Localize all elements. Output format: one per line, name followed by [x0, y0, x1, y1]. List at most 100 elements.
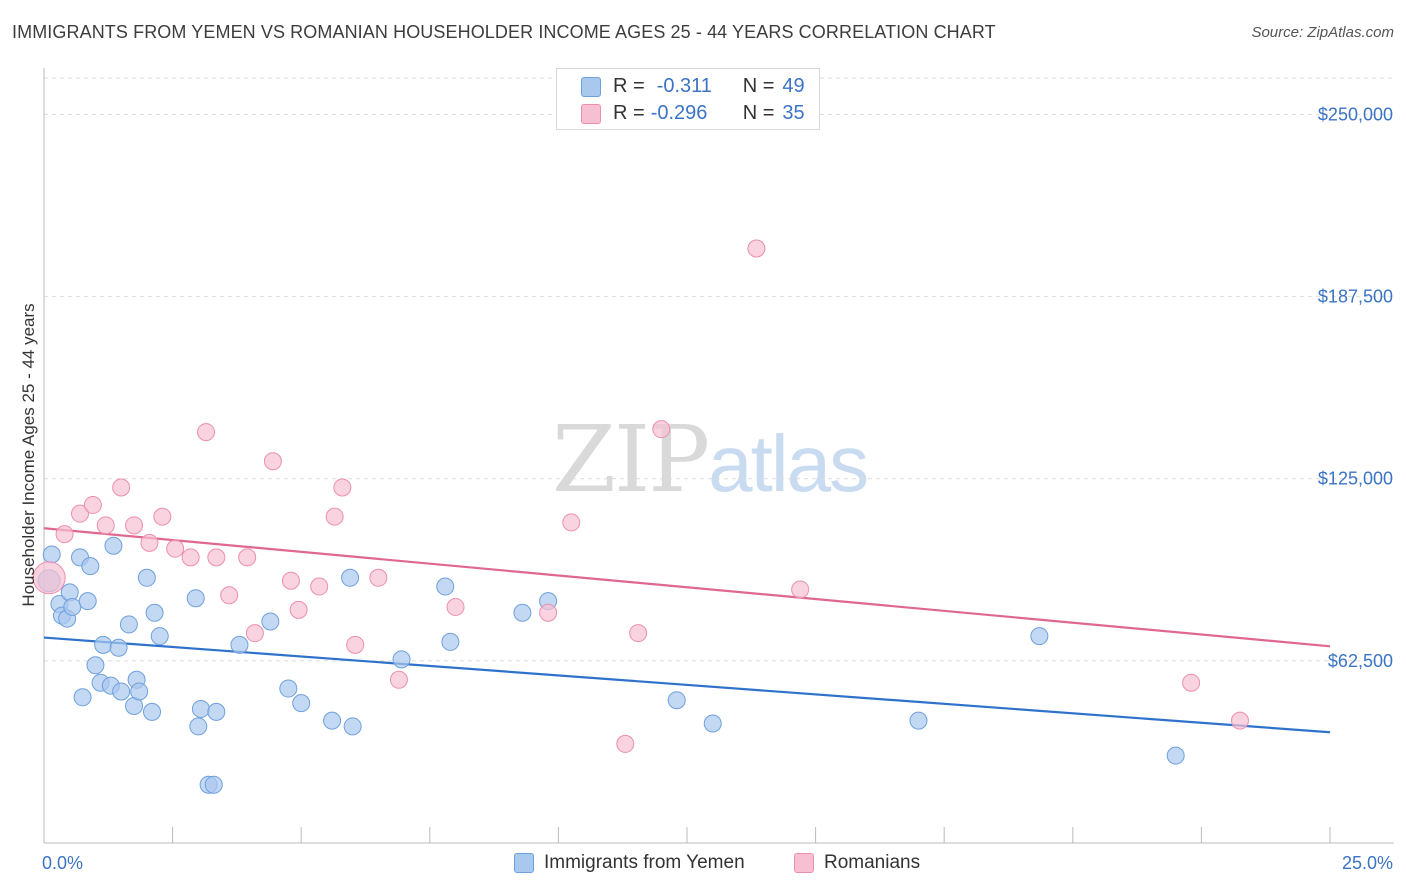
data-point-yemen [341, 568, 360, 587]
y-tick-labels: $62,500 $125,000 $187,500 $250,000 [1318, 104, 1393, 670]
data-point-romanians [310, 577, 329, 596]
data-point-romanians [281, 571, 300, 590]
stats-r-value: -0.311 [656, 75, 712, 97]
data-point-yemen [292, 694, 311, 713]
legend-label-yemen: Immigrants from Yemen [544, 852, 745, 873]
legend-item-romanians[interactable]: Romanians [794, 852, 920, 874]
data-point-yemen [130, 682, 149, 701]
data-point-yemen [392, 650, 411, 669]
data-point-romanians [166, 539, 185, 558]
data-point-romanians [389, 670, 408, 689]
data-point-yemen [204, 775, 223, 794]
stats-row-yemen: R = -0.311 N = 49 [581, 75, 805, 98]
data-point-yemen [441, 632, 460, 651]
legend-swatch-romanians [794, 853, 814, 873]
data-point-yemen [436, 577, 455, 596]
data-point-romanians [32, 561, 66, 595]
y-tick-label: $62,500 [1328, 651, 1393, 671]
data-point-romanians [562, 513, 581, 532]
data-point-yemen [104, 536, 123, 555]
watermark-atlas: atlas [708, 419, 869, 508]
data-point-romanians [207, 548, 226, 567]
data-point-yemen [81, 557, 100, 576]
stats-swatch-romanians [581, 103, 601, 124]
data-point-yemen [1166, 746, 1185, 765]
data-point-romanians [747, 239, 766, 258]
data-point-yemen [145, 603, 164, 622]
data-point-romanians [616, 734, 635, 753]
data-point-romanians [333, 478, 352, 497]
correlation-stats-box: R = -0.311 N = 49 R = -0.296 N = 35 [556, 68, 820, 130]
y-tick-label: $250,000 [1318, 104, 1393, 124]
data-point-romanians [263, 452, 282, 471]
data-point-yemen [186, 589, 205, 608]
stats-r-label: R = [613, 102, 645, 124]
data-point-yemen [189, 717, 208, 736]
y-tick-label: $187,500 [1318, 287, 1393, 307]
data-point-romanians [238, 548, 257, 567]
data-point-romanians [140, 533, 159, 552]
data-point-romanians [125, 516, 144, 535]
legend-swatch-yemen [514, 853, 534, 873]
data-point-romanians [153, 507, 172, 526]
data-point-romanians [71, 504, 90, 523]
data-point-yemen [191, 699, 210, 718]
stats-r-value: -0.296 [650, 102, 708, 124]
legend: Immigrants from Yemen Romanians [0, 852, 1406, 878]
x-tick-labels: 0.0% 25.0% [42, 853, 1393, 873]
chart-source: Source: ZipAtlas.com [1251, 24, 1394, 41]
data-point-romanians [197, 423, 216, 442]
trend-lines [43, 527, 1331, 734]
data-point-romanians [652, 420, 671, 439]
stats-n-value: 49 [782, 75, 805, 97]
data-point-yemen [109, 638, 128, 657]
data-point-yemen [909, 711, 928, 730]
data-point-romanians [346, 635, 365, 654]
data-point-yemen [667, 691, 686, 710]
trend-line-romanians [43, 527, 1331, 648]
stats-n-value: 35 [782, 102, 805, 124]
data-point-romanians [369, 568, 388, 587]
data-point-yemen [323, 711, 342, 730]
axes [43, 68, 1394, 844]
gridlines [44, 77, 1394, 662]
data-point-yemen [150, 627, 169, 646]
data-point-yemen [63, 597, 82, 616]
data-point-romanians [245, 624, 264, 643]
data-point-yemen [703, 714, 722, 733]
data-point-romanians [1230, 711, 1249, 730]
stats-r-label: R = [613, 75, 645, 97]
data-point-romanians [83, 495, 102, 514]
data-point-romanians [1182, 673, 1201, 692]
data-point-yemen [143, 702, 162, 721]
data-point-yemen [112, 682, 131, 701]
watermark-zip: ZIP [552, 406, 710, 513]
y-axis-title: Householder Income Ages 25 - 44 years [19, 303, 38, 606]
trend-line-yemen [43, 636, 1331, 734]
data-point-romanians [289, 600, 308, 619]
data-point-yemen [343, 717, 362, 736]
stats-swatch-yemen [581, 76, 601, 97]
data-point-yemen [119, 615, 138, 634]
stats-n-label: N = [742, 75, 775, 97]
data-point-romanians [220, 586, 239, 605]
legend-label-romanians: Romanians [824, 852, 921, 873]
data-point-yemen [230, 635, 249, 654]
chart-title: IMMIGRANTS FROM YEMEN VS ROMANIAN HOUSEH… [12, 22, 996, 42]
watermark: ZIPatlas [552, 406, 869, 513]
data-point-yemen [86, 656, 105, 675]
data-point-yemen [94, 635, 113, 654]
data-point-yemen [78, 592, 97, 611]
data-point-romanians [96, 516, 115, 535]
data-point-yemen [513, 603, 532, 622]
data-point-romanians [55, 525, 74, 544]
x-tick-label-end: 25.0% [1342, 853, 1393, 873]
data-point-yemen [279, 679, 298, 698]
data-point-yemen [1030, 627, 1049, 646]
stats-row-romanians: R = -0.296 N = 35 [581, 102, 805, 125]
data-point-romanians [325, 507, 344, 526]
legend-item-yemen[interactable]: Immigrants from Yemen [514, 852, 745, 874]
data-point-romanians [791, 580, 810, 599]
data-point-romanians [629, 624, 648, 643]
